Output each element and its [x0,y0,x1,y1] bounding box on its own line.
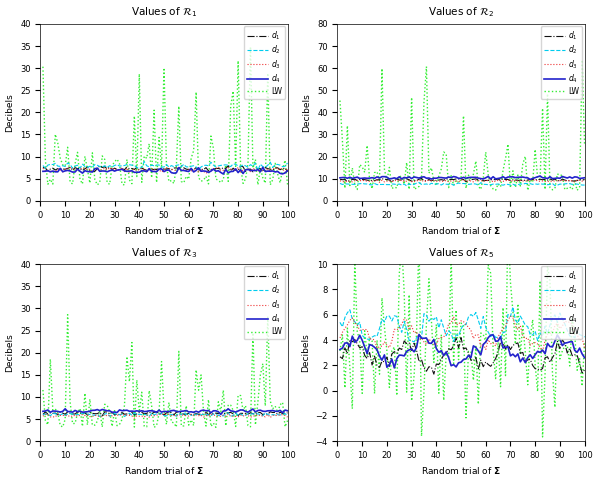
Title: Values of $\mathcal{R}_5$: Values of $\mathcal{R}_5$ [428,246,494,260]
Title: Values of $\mathcal{R}_2$: Values of $\mathcal{R}_2$ [428,6,494,19]
Y-axis label: Decibels: Decibels [301,334,310,372]
Legend: $d_1$, $d_2$, $d_3$, $d_4$, LW: $d_1$, $d_2$, $d_3$, $d_4$, LW [541,26,582,99]
Y-axis label: Decibels: Decibels [5,334,14,372]
X-axis label: Random trial of $\boldsymbol{\Sigma}$: Random trial of $\boldsymbol{\Sigma}$ [421,466,501,476]
Legend: $d_1$, $d_2$, $d_3$, $d_4$, LW: $d_1$, $d_2$, $d_3$, $d_4$, LW [244,267,285,339]
X-axis label: Random trial of $\boldsymbol{\Sigma}$: Random trial of $\boldsymbol{\Sigma}$ [421,225,501,236]
X-axis label: Random trial of $\boldsymbol{\Sigma}$: Random trial of $\boldsymbol{\Sigma}$ [124,466,204,476]
Title: Values of $\mathcal{R}_3$: Values of $\mathcal{R}_3$ [131,246,197,260]
Legend: $d_1$, $d_2$, $d_3$, $d_4$, LW: $d_1$, $d_2$, $d_3$, $d_4$, LW [244,26,285,99]
Y-axis label: Decibels: Decibels [303,93,312,132]
Legend: $d_1$, $d_2$, $d_3$, $d_4$, LW: $d_1$, $d_2$, $d_3$, $d_4$, LW [541,267,582,339]
Y-axis label: Decibels: Decibels [5,93,14,132]
X-axis label: Random trial of $\boldsymbol{\Sigma}$: Random trial of $\boldsymbol{\Sigma}$ [124,225,204,236]
Title: Values of $\mathcal{R}_1$: Values of $\mathcal{R}_1$ [131,6,197,19]
